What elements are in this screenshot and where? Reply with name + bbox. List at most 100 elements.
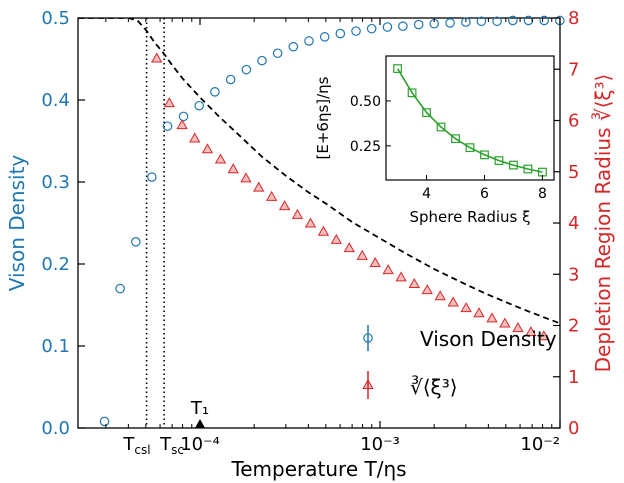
vison-density-point — [272, 48, 283, 59]
x-axis-label: Temperature T/ηs — [230, 457, 406, 481]
vison-density-point — [99, 416, 110, 427]
vison-density-point — [445, 18, 455, 28]
radius-point — [201, 143, 214, 154]
vison-density-point — [162, 121, 173, 132]
radius-point — [408, 277, 420, 288]
radius-point — [382, 264, 394, 275]
y-right-tick-label: 5 — [568, 162, 579, 183]
legend-circle-marker-icon — [363, 333, 373, 343]
y-left-tick-label: 0.2 — [41, 254, 70, 275]
vison-density-point — [131, 237, 141, 247]
inset-plot-marks — [393, 64, 547, 177]
radius-point — [163, 97, 175, 108]
y-axis-label-left: Vison Density — [5, 155, 29, 292]
y-right-tick-label: 4 — [568, 213, 579, 234]
vison-density-point — [413, 19, 424, 30]
y-left-tick-label: 0.4 — [41, 90, 70, 111]
inset-square-point — [393, 64, 402, 73]
vison-density-point — [241, 64, 252, 75]
inset-y-tick-label: 0.25 — [350, 139, 381, 155]
vison-density-point — [178, 111, 189, 122]
inset-square-point — [480, 150, 489, 160]
inset-y-axis-label: [E+6ηs]/ηs — [314, 76, 332, 159]
radius-point — [330, 233, 342, 244]
vison-density-point — [382, 22, 393, 32]
radius-point — [176, 119, 188, 130]
vison-density-point — [398, 21, 408, 31]
radius-point — [499, 317, 511, 328]
vison-density-point — [304, 36, 314, 46]
inset-square-point — [451, 134, 460, 144]
radius-point — [395, 271, 407, 282]
vison-density-point — [351, 26, 361, 36]
legend: Vison Density ∛⟨ξ³⟩ — [362, 325, 557, 399]
main-plot-lines — [78, 18, 560, 428]
y-right-tick-label: 1 — [568, 367, 579, 388]
radius-point — [460, 302, 472, 313]
inset-axis-ticks: 4 6 8 0.25 0.50 — [350, 94, 547, 202]
vison-density-point — [539, 15, 549, 26]
vison-density-point — [225, 74, 236, 85]
radius-point — [189, 132, 201, 143]
inset-x-tick-label: 8 — [538, 186, 547, 202]
vison-density-point — [492, 16, 502, 27]
x-tick-label: 10⁻³ — [360, 434, 400, 455]
radius-point — [253, 181, 265, 192]
inset-square-point — [523, 164, 533, 174]
radius-point — [265, 190, 278, 201]
radius-point — [421, 284, 433, 295]
dashed-fit-curve — [78, 18, 560, 325]
radius-point — [240, 172, 252, 183]
y-right-tick-label: 0 — [568, 418, 579, 439]
radius-point — [512, 322, 524, 333]
inset-square-point — [465, 143, 475, 153]
vison-density-point — [366, 23, 377, 34]
vison-density-point — [461, 17, 471, 27]
legend-triangle-marker-icon — [362, 378, 374, 389]
inset-y-tick-label: 0.50 — [350, 94, 381, 110]
radius-point — [317, 225, 330, 236]
vison-density-point — [319, 32, 330, 42]
y-right-tick-label: 6 — [568, 111, 579, 132]
inset-x-axis-label: Sphere Radius ξ — [409, 208, 530, 226]
vison-density-point — [523, 15, 534, 26]
vison-density-point — [335, 28, 346, 39]
y-left-tick-label: 0.0 — [41, 418, 70, 439]
legend-entry-vison-density: Vison Density — [363, 325, 557, 351]
radius-point — [538, 330, 550, 341]
t1-label: T₁ — [190, 398, 209, 419]
special-x-tick-label: Tsc — [159, 434, 184, 457]
inset-square-point — [509, 160, 518, 170]
radius-point — [525, 326, 537, 337]
radius-point — [214, 153, 227, 164]
main-plot-marks — [99, 15, 565, 427]
vison-density-point — [147, 172, 157, 182]
legend-entry-radius: ∛⟨ξ³⟩ — [362, 371, 458, 399]
vison-density-point — [210, 87, 220, 97]
x-tick-label: 10⁻⁴ — [180, 434, 220, 455]
vison-density-point — [257, 55, 267, 66]
inset-x-tick-label: 4 — [422, 186, 431, 202]
radius-point — [304, 217, 317, 228]
radius-point — [227, 163, 239, 174]
vison-density-point — [115, 283, 125, 294]
radius-point — [473, 307, 485, 318]
inset-square-point — [436, 122, 446, 132]
y-right-tick-label: 3 — [568, 264, 579, 285]
inset-square-point — [422, 108, 431, 118]
radius-point — [447, 296, 459, 307]
inset-plot-lines — [396, 68, 543, 173]
y-right-tick-label: 7 — [568, 59, 579, 80]
radius-point — [278, 200, 291, 211]
special-x-tick-label: Tcsl — [122, 434, 150, 457]
radius-point — [151, 52, 163, 63]
vison-density-point — [508, 15, 518, 26]
vison-density-point — [194, 100, 205, 111]
legend-label-radius: ∛⟨ξ³⟩ — [410, 375, 458, 399]
y-left-tick-label: 0.1 — [41, 336, 70, 357]
radius-point — [356, 249, 368, 260]
inset-plot-frame — [385, 55, 555, 181]
y-right-tick-label: 2 — [568, 316, 579, 337]
